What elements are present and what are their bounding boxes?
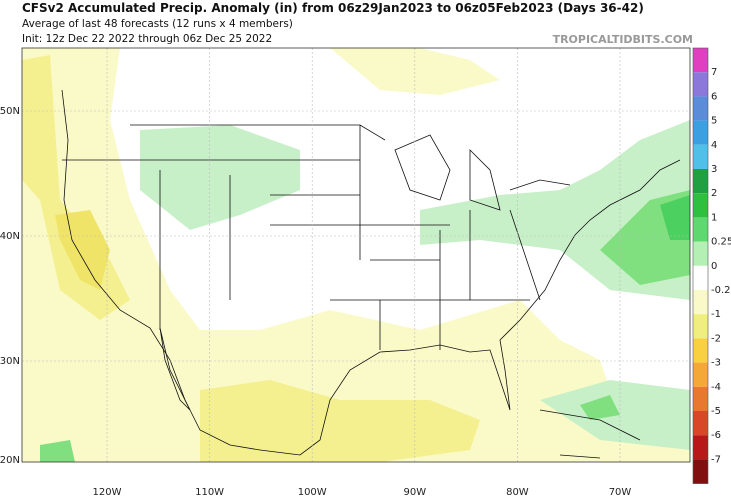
colorbar-frame [692, 47, 709, 484]
colorbar-swatch [693, 144, 708, 169]
colorbar-swatch [693, 72, 708, 97]
colorbar-swatch [693, 362, 708, 387]
colorbar-swatch [693, 120, 708, 145]
colorbar-swatch [693, 290, 708, 315]
colorbar-label: 3 [711, 164, 717, 175]
colorbar-swatch [693, 193, 708, 218]
colorbar-label: 1 [711, 212, 717, 223]
colorbar-swatch [693, 48, 708, 73]
lat-label: 30N [0, 356, 20, 367]
colorbar-label: 4 [711, 140, 717, 151]
colorbar-swatch [693, 217, 708, 242]
colorbar-label: 7 [711, 67, 717, 78]
colorbar-label: -3 [711, 358, 721, 369]
subtitle: Average of last 48 forecasts (12 runs x … [22, 18, 293, 30]
colorbar-label: -4 [711, 382, 721, 393]
colorbar-swatch [693, 459, 708, 484]
colorbar-label: 6 [711, 91, 717, 102]
lon-label: 80W [506, 487, 529, 498]
colorbar-label: -6 [711, 430, 721, 441]
lat-label: 50N [0, 106, 20, 117]
colorbar-swatch [693, 314, 708, 339]
lon-label: 120W [93, 487, 122, 498]
colorbar-label: 0.25 [711, 237, 731, 248]
colorbar-swatch [693, 338, 708, 363]
lon-label: 100W [298, 487, 327, 498]
colorbar-label: -1 [711, 309, 721, 320]
colorbar-swatch [693, 241, 708, 266]
lat-label: 40N [0, 231, 20, 242]
colorbar-swatch [693, 265, 708, 290]
colorbar-label: 5 [711, 116, 717, 127]
lon-label: 90W [403, 487, 426, 498]
lon-label: 110W [195, 487, 224, 498]
colorbar-swatch [693, 386, 708, 411]
colorbar-swatch [693, 169, 708, 194]
colorbar-label: 2 [711, 188, 717, 199]
colorbar-swatch [693, 411, 708, 436]
colorbar-label: 0 [711, 261, 717, 272]
colorbar-swatch [693, 435, 708, 460]
source: TROPICALTIDBITS.COM [552, 33, 693, 46]
lon-label: 70W [609, 487, 632, 498]
lat-label: 20N [0, 455, 20, 466]
colorbar-label: -2 [711, 333, 721, 344]
colorbar-label: -7 [711, 454, 721, 465]
colorbar-label: -5 [711, 406, 721, 417]
init-time: Init: 12z Dec 22 2022 through 06z Dec 25… [22, 33, 273, 45]
map [22, 48, 690, 462]
colorbar-swatch [693, 96, 708, 121]
colorbar-label: -0.25 [711, 285, 731, 296]
title: CFSv2 Accumulated Precip. Anomaly (in) f… [22, 1, 644, 15]
